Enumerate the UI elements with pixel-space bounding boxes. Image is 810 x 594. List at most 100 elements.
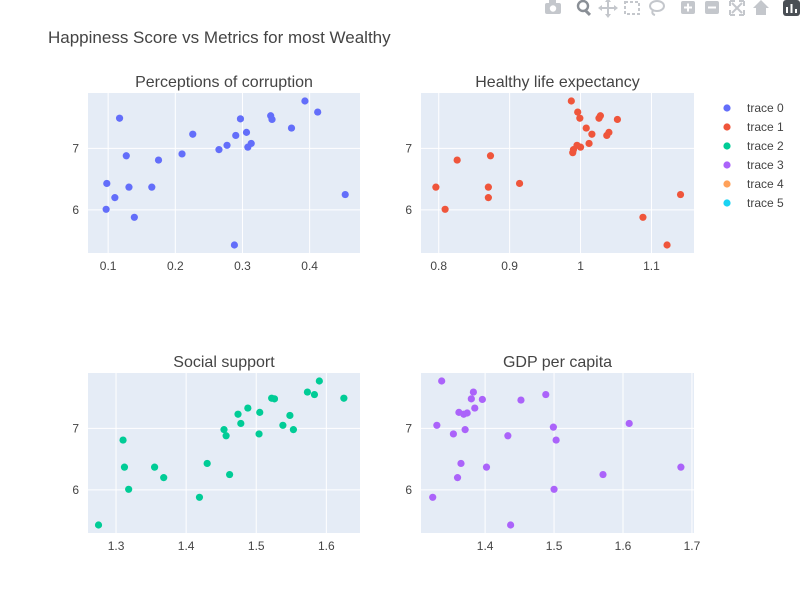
data-point[interactable] (467, 395, 475, 403)
data-point[interactable] (215, 146, 223, 154)
data-point[interactable] (301, 97, 309, 105)
data-point[interactable] (234, 410, 242, 418)
plot-area[interactable] (88, 93, 360, 253)
data-point[interactable] (150, 463, 159, 471)
data-point[interactable] (663, 241, 671, 249)
data-point[interactable] (226, 470, 234, 479)
legend-item[interactable]: trace 3 (723, 158, 784, 172)
data-point[interactable] (453, 156, 461, 164)
reset-axes-icon[interactable] (753, 0, 769, 15)
lasso-select-icon[interactable] (649, 0, 665, 16)
data-point[interactable] (115, 114, 124, 122)
data-point[interactable] (270, 395, 279, 403)
data-point[interactable] (279, 421, 287, 429)
legend-item[interactable]: trace 5 (723, 196, 784, 210)
data-point[interactable] (178, 150, 186, 158)
data-point[interactable] (255, 430, 263, 438)
data-point[interactable] (340, 394, 348, 402)
legend-item[interactable]: trace 0 (723, 101, 784, 115)
data-point[interactable] (478, 395, 486, 404)
data-point[interactable] (471, 404, 479, 412)
data-point[interactable] (122, 152, 130, 160)
data-point[interactable] (237, 419, 245, 428)
data-point[interactable] (582, 124, 590, 132)
data-point[interactable] (236, 115, 245, 123)
data-point[interactable] (256, 408, 264, 416)
data-point[interactable] (203, 459, 211, 468)
data-point[interactable] (625, 419, 633, 428)
data-point[interactable] (315, 377, 323, 385)
data-point[interactable] (484, 183, 492, 191)
autoscale-icon[interactable] (729, 0, 745, 16)
data-point[interactable] (605, 128, 613, 136)
box-select-icon[interactable] (624, 1, 640, 15)
data-point[interactable] (189, 130, 197, 138)
data-point[interactable] (676, 190, 685, 199)
plotly-logo-icon[interactable] (783, 0, 800, 16)
data-point[interactable] (287, 124, 296, 132)
data-point[interactable] (102, 205, 110, 213)
data-point[interactable] (588, 130, 596, 138)
data-point[interactable] (120, 463, 129, 471)
data-point[interactable] (585, 139, 593, 148)
legend-item[interactable]: trace 1 (723, 120, 784, 134)
data-point[interactable] (482, 463, 491, 471)
data-point[interactable] (429, 493, 437, 501)
data-point[interactable] (310, 390, 319, 399)
data-point[interactable] (441, 205, 449, 213)
camera-icon[interactable] (545, 0, 561, 14)
data-point[interactable] (453, 474, 462, 482)
data-point[interactable] (432, 183, 440, 191)
data-point[interactable] (576, 114, 584, 122)
data-point[interactable] (433, 421, 441, 429)
legend-item[interactable]: trace 4 (723, 177, 784, 191)
zoom-in-icon[interactable] (681, 1, 695, 14)
data-point[interactable] (303, 388, 312, 396)
data-point[interactable] (220, 426, 228, 434)
plot-area[interactable] (88, 373, 360, 533)
data-point[interactable] (517, 396, 525, 404)
data-point[interactable] (507, 521, 515, 529)
data-point[interactable] (119, 436, 127, 444)
legend-item[interactable]: trace 2 (723, 139, 784, 153)
data-point[interactable] (457, 459, 465, 468)
zoom-out-icon[interactable] (705, 1, 719, 14)
data-point[interactable] (574, 108, 582, 116)
data-point[interactable] (550, 485, 558, 493)
plot-area[interactable] (421, 373, 694, 533)
data-point[interactable] (103, 179, 111, 188)
data-point[interactable] (549, 423, 557, 431)
data-point[interactable] (552, 436, 560, 444)
data-point[interactable] (449, 430, 458, 438)
data-point[interactable] (222, 432, 230, 440)
data-point[interactable] (223, 141, 231, 149)
data-point[interactable] (195, 493, 204, 501)
data-point[interactable] (484, 194, 492, 202)
data-point[interactable] (567, 97, 575, 105)
data-point[interactable] (94, 521, 103, 529)
data-point[interactable] (125, 183, 133, 191)
data-point[interactable] (599, 470, 607, 479)
plot-area[interactable] (421, 93, 694, 253)
data-point[interactable] (515, 179, 524, 188)
data-point[interactable] (111, 194, 119, 202)
data-point[interactable] (314, 108, 322, 116)
data-point[interactable] (130, 213, 138, 221)
data-point[interactable] (504, 432, 512, 440)
data-point[interactable] (148, 183, 156, 191)
data-point[interactable] (542, 390, 550, 399)
data-point[interactable] (160, 474, 168, 482)
data-point[interactable] (232, 131, 240, 140)
data-point[interactable] (125, 485, 133, 493)
data-point[interactable] (268, 115, 276, 124)
data-point[interactable] (596, 112, 605, 120)
data-point[interactable] (289, 426, 298, 434)
data-point[interactable] (286, 411, 294, 420)
data-point[interactable] (463, 409, 471, 417)
data-point[interactable] (677, 463, 685, 471)
data-point[interactable] (242, 128, 251, 136)
data-point[interactable] (639, 213, 647, 221)
data-point[interactable] (469, 388, 477, 396)
data-point[interactable] (154, 156, 163, 164)
data-point[interactable] (230, 241, 239, 249)
